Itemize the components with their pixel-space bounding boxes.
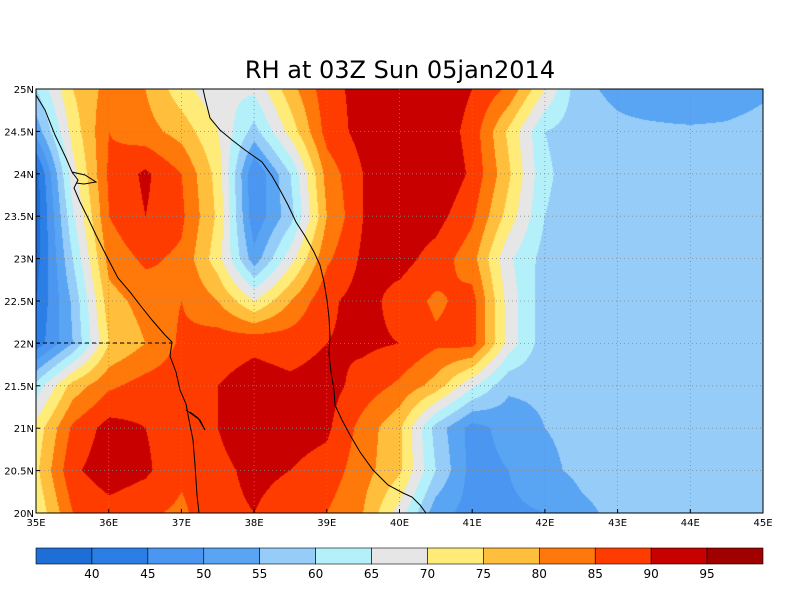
x-tick-label: 36E	[99, 518, 118, 529]
colorbar-swatch	[35, 547, 93, 565]
colorbar-swatch	[594, 547, 652, 565]
colorbar-swatch	[91, 547, 149, 565]
y-tick-label: 20.5N	[4, 467, 34, 478]
colorbar-swatch	[147, 547, 205, 565]
colorbar-label: 70	[420, 567, 435, 581]
x-tick-label: 45E	[753, 518, 772, 529]
colorbar-label: 75	[476, 567, 491, 581]
colorbar-label: 55	[252, 567, 267, 581]
colorbar-label: 90	[644, 567, 659, 581]
colorbar-swatch	[203, 547, 260, 565]
y-tick-label: 21.5N	[4, 382, 34, 393]
colorbar-label: 60	[308, 567, 323, 581]
colorbar-swatch	[259, 547, 316, 565]
coastline	[36, 89, 427, 513]
y-tick-label: 21N	[14, 424, 34, 435]
x-tick-label: 40E	[390, 518, 409, 529]
x-tick-label: 38E	[245, 518, 264, 529]
colorbar-swatch	[371, 547, 428, 565]
colorbar-swatch	[483, 547, 540, 565]
colorbar-label: 40	[84, 567, 99, 581]
colorbar-swatch	[427, 547, 484, 565]
x-tick-label: 35E	[26, 518, 45, 529]
y-tick-label: 22N	[14, 339, 34, 350]
x-tick-label: 41E	[463, 518, 482, 529]
y-tick-label: 24.5N	[4, 127, 34, 138]
colorbar-label: 50	[196, 567, 211, 581]
y-tick-label: 23.5N	[4, 212, 34, 223]
chart-title: RH at 03Z Sun 05jan2014	[245, 56, 555, 84]
colorbar-label: 65	[364, 567, 379, 581]
y-tick-label: 23N	[14, 255, 34, 266]
x-tick-label: 37E	[172, 518, 191, 529]
x-axis-ticks: 35E 36E 37E 38E 39E 40E 41E 42E 43E 44E 45E	[26, 509, 773, 529]
colorbar-label: 95	[699, 567, 714, 581]
colorbar: 40 45 50 55 60 65 70 75 80 85 90 95	[35, 547, 764, 581]
y-tick-label: 25N	[14, 85, 34, 96]
x-tick-label: 43E	[608, 518, 627, 529]
y-axis-ticks: 20N 20.5N 21N 21.5N 22N 22.5N 23N 23.5N 24N 24.5N…	[4, 85, 40, 520]
colorbar-label: 85	[588, 567, 603, 581]
x-tick-label: 44E	[681, 518, 700, 529]
colorbar-swatch	[315, 547, 372, 565]
colorbar-swatch	[706, 547, 764, 565]
y-tick-label: 22.5N	[4, 297, 34, 308]
colorbar-swatch	[539, 547, 596, 565]
y-tick-label: 24N	[14, 170, 34, 181]
y-tick-label: 20N	[14, 509, 34, 520]
colorbar-label: 80	[532, 567, 547, 581]
x-tick-label: 39E	[317, 518, 336, 529]
colorbar-label: 45	[140, 567, 155, 581]
x-tick-label: 42E	[535, 518, 554, 529]
colorbar-swatch	[650, 547, 708, 565]
